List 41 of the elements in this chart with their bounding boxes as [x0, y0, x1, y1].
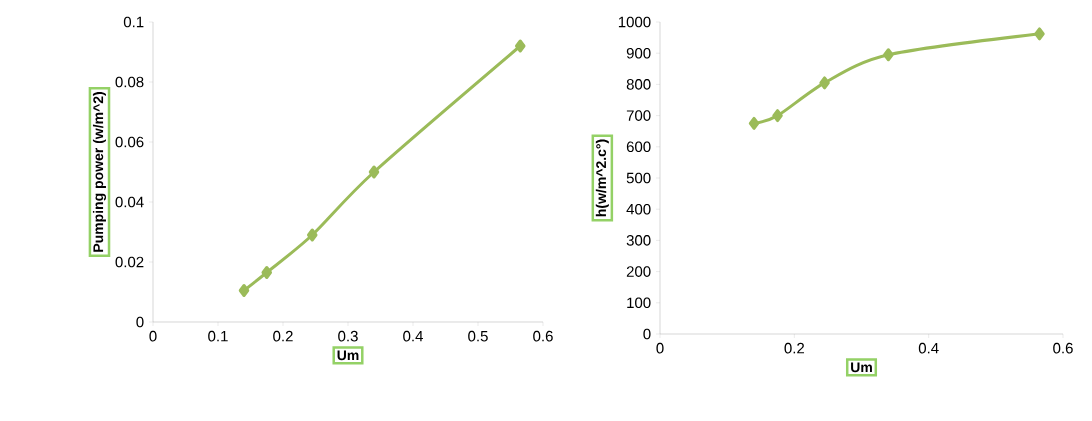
- point: [307, 228, 318, 242]
- y-tick-label: 0.08: [115, 76, 144, 88]
- point: [238, 284, 250, 297]
- y-tick-label: 0.1: [123, 16, 144, 28]
- point: [368, 165, 380, 179]
- x-tick-label: 0.3: [338, 330, 358, 342]
- x-tick-label: 0.6: [1053, 342, 1073, 354]
- point: [261, 266, 272, 279]
- y-tick-label: 0.04: [115, 196, 144, 208]
- y-axis-title: Pumping power (w/m^2): [92, 91, 107, 252]
- y-tick-label: 300: [626, 235, 651, 246]
- point: [883, 48, 894, 62]
- x-axis-title: Um: [851, 362, 872, 373]
- y-tick-label: 0.02: [115, 256, 144, 268]
- y-tick-label: 900: [626, 47, 651, 59]
- x-tick-label: 0.6: [533, 330, 553, 342]
- x-tick-label: 0: [149, 330, 157, 342]
- point: [772, 109, 783, 123]
- x-axis-title: Um: [337, 350, 359, 361]
- y-axis-title: h(w/m^2.c°): [595, 139, 609, 217]
- point: [1034, 27, 1045, 41]
- y-tick-label: 100: [627, 297, 651, 309]
- y-tick-label: 0.06: [115, 136, 144, 148]
- x-tick-label: 0.4: [918, 342, 939, 354]
- point: [748, 116, 760, 130]
- x-tick-label: 0.5: [468, 330, 488, 342]
- y-tick-label: 1000: [618, 16, 651, 28]
- point: [819, 76, 830, 90]
- x-tick-label: 0.4: [403, 330, 423, 342]
- x-tick-label: 0.1: [208, 330, 228, 342]
- y-tick-label: 700: [626, 110, 651, 121]
- y-tick-label: 200: [626, 266, 651, 277]
- x-tick-label: 0: [656, 342, 664, 354]
- x-tick-label: 0.2: [273, 330, 293, 342]
- y-tick-label: 400: [626, 203, 651, 215]
- y-tick-label: 500: [626, 172, 651, 184]
- y-tick-label: 0: [136, 316, 144, 328]
- y-tick-label: 600: [626, 141, 651, 153]
- x-tick-label: 0.2: [784, 342, 805, 354]
- y-tick-label: 800: [626, 79, 651, 90]
- point: [515, 39, 526, 53]
